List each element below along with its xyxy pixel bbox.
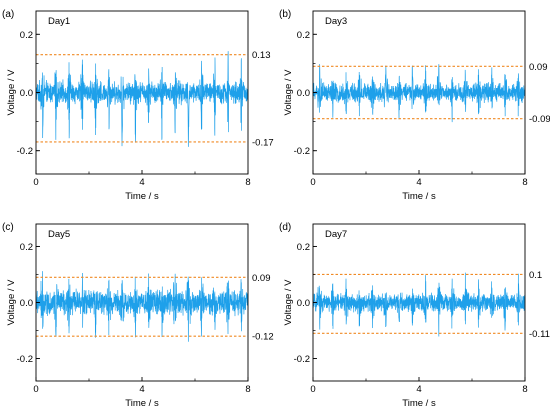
y-tick-label: 0.2 (20, 30, 33, 41)
y-tick-label: 0.2 (20, 242, 33, 253)
x-tick-label: 0 (33, 177, 38, 188)
chart-panel-3: (c) 0.09 -0.12 Day5 -0.2 0.0 0.2 0 4 8 Time / s Vol… (2, 222, 274, 409)
lower-threshold-label: -0.12 (252, 332, 274, 343)
panel-label: (a) (2, 9, 14, 20)
upper-threshold-label: 0.1 (529, 270, 542, 281)
y-axis-title: Voltage / V (6, 69, 17, 116)
x-axis-title: Time / s (402, 191, 436, 202)
x-tick-label: 0 (310, 177, 315, 188)
panel-label: (d) (279, 222, 291, 233)
y-tick-label: 0.0 (297, 88, 310, 99)
x-axis-title: Time / s (402, 398, 436, 409)
panel-label: (b) (279, 9, 291, 20)
x-tick-label: 0 (310, 384, 315, 395)
lower-threshold-label: -0.09 (529, 114, 550, 125)
upper-threshold-label: 0.13 (252, 50, 271, 61)
signal-series (36, 51, 248, 147)
x-axis-title: Time / s (125, 191, 159, 202)
inset-label: Day7 (325, 229, 347, 240)
y-tick-label: -0.2 (294, 146, 310, 157)
y-axis-title: Voltage / V (6, 279, 17, 326)
x-tick-label: 8 (245, 177, 250, 188)
y-tick-label: -0.2 (294, 354, 310, 365)
panel-label: (c) (2, 222, 14, 233)
x-tick-label: 4 (139, 384, 144, 395)
y-tick-label: 0.0 (297, 298, 310, 309)
y-tick-label: 0.0 (20, 88, 33, 99)
inset-label: Day1 (48, 16, 70, 27)
signal-series (313, 64, 525, 123)
y-tick-label: 0.2 (297, 242, 310, 253)
chart-panel-4: (d) 0.1 -0.11 Day7 -0.2 0.0 0.2 0 4 8 Time / s Volt… (279, 222, 550, 409)
x-tick-label: 8 (522, 177, 527, 188)
inset-label: Day5 (48, 229, 70, 240)
y-tick-label: -0.2 (17, 146, 33, 157)
y-tick-label: 0.2 (297, 30, 310, 41)
y-tick-label: -0.2 (17, 354, 33, 365)
lower-threshold-label: -0.17 (252, 137, 274, 148)
signal-series (36, 271, 248, 342)
signal-series (313, 272, 525, 337)
upper-threshold-label: 0.09 (529, 62, 548, 73)
x-tick-label: 0 (33, 384, 38, 395)
y-tick-label: 0.0 (20, 298, 33, 309)
lower-threshold-label: -0.11 (529, 329, 550, 340)
x-axis-title: Time / s (125, 398, 159, 409)
x-tick-label: 4 (416, 384, 421, 395)
x-tick-label: 8 (522, 384, 527, 395)
x-tick-label: 4 (139, 177, 144, 188)
x-tick-label: 8 (245, 384, 250, 395)
x-tick-label: 4 (416, 177, 421, 188)
chart-panel-1: (a) 0.13 -0.17 Day1 -0.2 0.0 0.2 0 4 8 Time / s Vol… (2, 9, 274, 202)
chart-panel-2: (b) 0.09 -0.09 Day3 -0.2 0.0 0.2 0 4 8 Time / s Vol… (279, 9, 550, 202)
inset-label: Day3 (325, 16, 347, 27)
upper-threshold-label: 0.09 (252, 273, 271, 284)
y-axis-title: Voltage / V (283, 69, 294, 116)
y-axis-title: Voltage / V (283, 279, 294, 326)
